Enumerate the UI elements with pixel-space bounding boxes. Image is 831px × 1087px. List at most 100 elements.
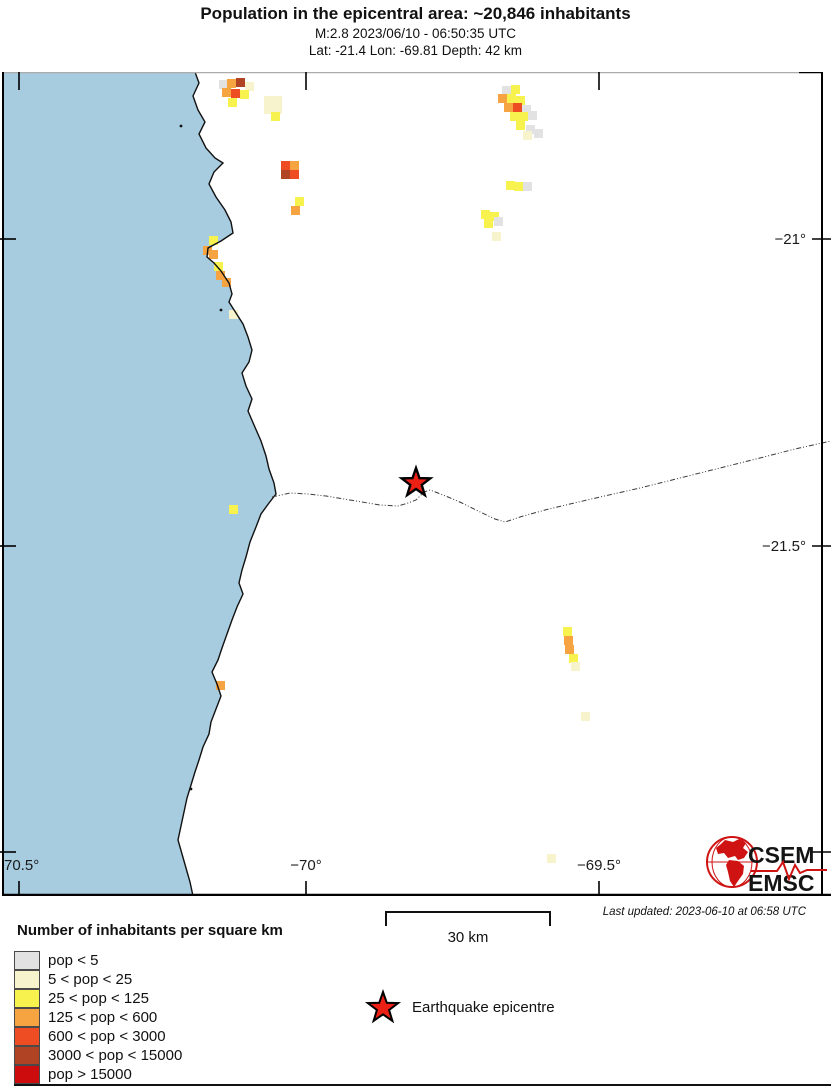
last-updated-text: Last updated: 2023-06-10 at 06:58 UTC [602, 906, 806, 918]
population-cell [240, 90, 249, 99]
population-cell [264, 96, 273, 105]
header: Population in the epicentral area: ~20,8… [0, 0, 831, 58]
population-legend: pop < 5 5 < pop < 25 25 < pop < 125 125 < p… [14, 951, 182, 1084]
legend-label: 125 < pop < 600 [48, 1009, 158, 1026]
lat-tick-label: −21.5° [762, 538, 806, 555]
population-cell [498, 94, 507, 103]
population-cell [571, 662, 580, 671]
axis-ticks-labels: 70.5° −70° −69.5° −21° −21.5° [0, 72, 831, 895]
population-cell [564, 636, 573, 645]
population-cell [222, 88, 231, 97]
event-magnitude-time: M:2.8 2023/06/10 - 06:50:35 UTC [314, 26, 517, 41]
islet-dot [189, 787, 193, 791]
epicenter-star-legend-icon [364, 988, 402, 1024]
lon-tick-label: −70° [290, 857, 321, 874]
legend-swatch [14, 989, 40, 1008]
legend-swatch [14, 1027, 40, 1046]
population-cell [281, 170, 290, 179]
population-cell [528, 111, 537, 120]
logo-text-emsc: EMSC [748, 870, 814, 896]
population-cell [513, 103, 522, 112]
legend-swatch [14, 1046, 40, 1065]
population-cell [264, 105, 273, 114]
islet-dot [219, 308, 223, 312]
population-cell [565, 645, 574, 654]
epicenter-star [398, 464, 434, 499]
legend-row: pop < 5 [14, 951, 182, 970]
railway-line-layer [271, 440, 831, 523]
population-cell [245, 82, 254, 91]
population-cell [581, 712, 590, 721]
population-cell [209, 236, 218, 245]
legend-row: pop > 15000 [14, 1065, 182, 1084]
population-cell [490, 212, 499, 221]
epicentral-area-map: 70.5° −70° −69.5° −21° −21.5° CSEM EMSC [0, 72, 831, 896]
population-cell [281, 161, 290, 170]
legend-row: 600 < pop < 3000 [14, 1027, 182, 1046]
population-cell [492, 232, 501, 241]
population-cell [563, 627, 572, 636]
legend-swatch [14, 1065, 40, 1084]
legend-swatch [14, 970, 40, 989]
epicenter-star-icon [398, 464, 434, 499]
population-cell [216, 681, 225, 690]
population-cell [510, 112, 519, 121]
legend-swatch [14, 951, 40, 970]
coastline-layer [177, 72, 277, 896]
population-cell [229, 310, 238, 319]
population-cell [502, 86, 511, 95]
population-cell [219, 80, 228, 89]
logo-seismogram-icon [751, 859, 827, 882]
population-cell [291, 206, 300, 215]
epicentre-legend-label: Earthquake epicentre [412, 998, 555, 1016]
population-cell [494, 217, 503, 226]
scale-bar [385, 911, 551, 926]
population-cell [507, 94, 516, 103]
population-cell [222, 278, 231, 287]
population-cell [526, 125, 535, 134]
population-cell [290, 161, 299, 170]
lat-tick-label: −21° [775, 231, 806, 248]
population-cell [522, 105, 531, 114]
legend-label: 25 < pop < 125 [48, 990, 149, 1007]
legend-label: 5 < pop < 25 [48, 971, 133, 988]
scale-bar-end-left [385, 911, 387, 926]
legend-title: Number of inhabitants per square km [17, 922, 283, 939]
population-cell [519, 112, 528, 121]
population-cell [214, 262, 223, 271]
lon-tick-label: 70.5° [4, 857, 39, 874]
population-cell [547, 854, 556, 863]
population-cell [504, 103, 513, 112]
islet-dot [179, 124, 183, 128]
lon-tick-label: −69.5° [577, 857, 621, 874]
population-cell [516, 96, 525, 105]
legend-row: 5 < pop < 25 [14, 970, 182, 989]
population-cell [273, 105, 282, 114]
ocean-layer [3, 72, 276, 896]
bottom-divider [14, 1084, 831, 1086]
population-cell [216, 271, 225, 280]
legend-row: 125 < pop < 600 [14, 1008, 182, 1027]
population-cell [227, 79, 236, 88]
logo-continents-icon [716, 839, 748, 887]
legend-row: 25 < pop < 125 [14, 989, 182, 1008]
population-cell [523, 131, 532, 140]
population-cell [209, 250, 218, 259]
scale-bar-end-right [549, 911, 551, 926]
population-cell [514, 182, 523, 191]
scale-bar-label: 30 km [447, 929, 489, 946]
population-cell [506, 181, 515, 190]
population-cell [271, 112, 280, 121]
population-cell [523, 182, 532, 191]
ocean-polygon [3, 72, 276, 896]
population-cell [236, 78, 245, 87]
csem-emsc-logo: CSEM EMSC [706, 836, 827, 896]
legend-label: 600 < pop < 3000 [48, 1028, 166, 1045]
scale-bar-line [385, 911, 551, 913]
population-cell [511, 85, 520, 94]
population-cell [516, 121, 525, 130]
page-title: Population in the epicentral area: ~20,8… [200, 4, 631, 23]
map-frame [2, 72, 831, 896]
legend-swatch [14, 1008, 40, 1027]
